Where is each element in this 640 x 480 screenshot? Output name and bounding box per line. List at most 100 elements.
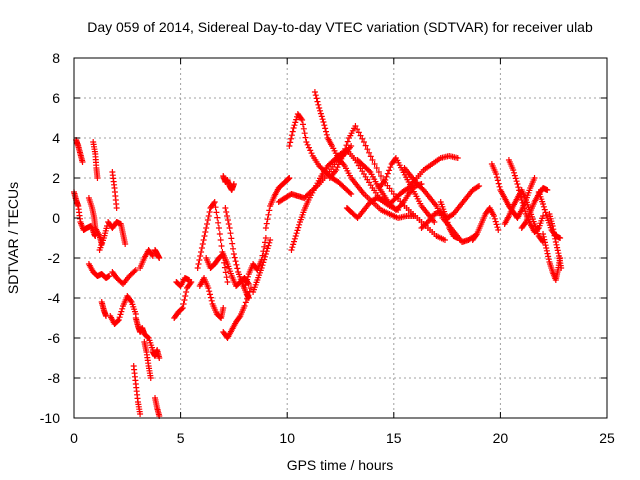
data-point: [348, 143, 355, 149]
data-point: [258, 265, 265, 271]
data-point: [476, 183, 483, 189]
data-point: [179, 305, 186, 311]
data-point-interp: [322, 125, 329, 132]
data-point: [491, 213, 498, 219]
data-point-interp: [511, 169, 518, 176]
x-tick-label: 5: [177, 430, 185, 446]
data-point: [286, 175, 293, 181]
data-point: [137, 411, 144, 417]
series-sat-g: [109, 169, 120, 211]
data-point-interp: [545, 256, 552, 263]
data-point: [360, 139, 367, 145]
data-point-interp: [263, 248, 270, 255]
data-point-interp: [314, 98, 321, 105]
data-point: [339, 153, 346, 159]
data-point-interp: [540, 203, 547, 210]
series-sat-i: [98, 299, 109, 319]
data-point-interp: [494, 224, 501, 231]
data-point: [286, 143, 293, 149]
data-point: [156, 255, 163, 261]
data-point: [290, 125, 297, 131]
data-point: [514, 181, 521, 187]
data-point-interp: [302, 134, 309, 141]
data-point-interp: [312, 92, 319, 99]
data-point-interp: [551, 232, 558, 239]
series-sat-q: [137, 247, 156, 271]
chart-title: Day 059 of 2014, Sidereal Day-to-day VTE…: [87, 19, 593, 35]
data-point-interp: [245, 292, 252, 299]
series-sat-af: [275, 143, 355, 205]
data-point-interp: [340, 149, 347, 156]
data-point-interp: [232, 258, 239, 265]
data-point: [454, 155, 461, 161]
data-point-interp: [343, 142, 350, 149]
data-point-interp: [519, 199, 526, 206]
data-point-interp: [242, 282, 249, 289]
data-point-interp: [201, 233, 208, 239]
y-tick-label: 6: [52, 90, 60, 106]
series-sat-n: [141, 339, 154, 381]
data-point-interp: [398, 202, 405, 209]
series-sat-c: [90, 139, 101, 181]
data-point-interp: [228, 235, 235, 242]
data-point-interp: [542, 242, 549, 249]
series-sat-o: [152, 395, 163, 419]
data-point-interp: [208, 297, 215, 304]
data-point-interp: [289, 244, 296, 251]
data-point: [549, 223, 556, 229]
data-point: [518, 197, 525, 203]
series-sat-am: [418, 183, 483, 231]
y-axis-label: SDTVAR / TECUs: [5, 182, 21, 294]
data-point: [316, 105, 323, 111]
data-point: [333, 167, 340, 173]
data-point: [493, 171, 500, 177]
y-tick-label: 2: [52, 170, 60, 186]
data-point-interp: [313, 95, 320, 102]
data-point-interp: [366, 167, 373, 174]
series-sat-ak: [375, 155, 438, 225]
data-point-interp: [550, 229, 557, 236]
data-point-interp: [319, 116, 326, 123]
data-point-interp: [321, 122, 328, 129]
data-point-interp: [335, 161, 342, 168]
y-tick-label: -2: [48, 250, 61, 266]
series-sat-ag: [311, 89, 419, 221]
data-point-interp: [290, 241, 297, 248]
data-point-interp: [513, 178, 520, 185]
data-point-interp: [306, 190, 313, 197]
data-point-interp: [542, 209, 549, 216]
series-sat-l: [132, 315, 156, 353]
data-point-interp: [544, 250, 551, 257]
data-point-interp: [553, 241, 560, 248]
data-point-interp: [511, 172, 518, 179]
axis-ticks: 0 5 10 15 20 25 -10 -8 -6 -4 -2 0 2 4 6 8: [40, 50, 615, 446]
data-point: [205, 285, 212, 291]
data-point: [226, 225, 233, 231]
data-point: [292, 233, 299, 239]
data-point-interp: [552, 235, 559, 242]
data-point: [540, 201, 547, 207]
data-point-interp: [217, 237, 224, 243]
data-point-interp: [338, 155, 345, 162]
data-point-interp: [346, 189, 353, 196]
data-point-interp: [337, 158, 344, 165]
data-point-interp: [233, 261, 240, 268]
x-tick-label: 15: [386, 430, 402, 446]
data-point: [149, 253, 156, 259]
data-point-interp: [367, 153, 374, 160]
data-point: [348, 191, 355, 197]
data-point: [220, 305, 227, 311]
data-point-interp: [364, 146, 371, 153]
data-point-interp: [207, 294, 214, 301]
data-point-interp: [355, 129, 362, 136]
series-sat-j: [107, 293, 139, 327]
series-sat-ab: [250, 237, 274, 295]
data-point-interp: [265, 211, 272, 218]
data-point-interp: [366, 149, 373, 156]
data-point-interp: [183, 289, 190, 295]
data-point-interp: [213, 209, 220, 216]
data-point: [540, 213, 547, 219]
data-point: [211, 199, 218, 205]
data-point-interp: [196, 257, 203, 263]
